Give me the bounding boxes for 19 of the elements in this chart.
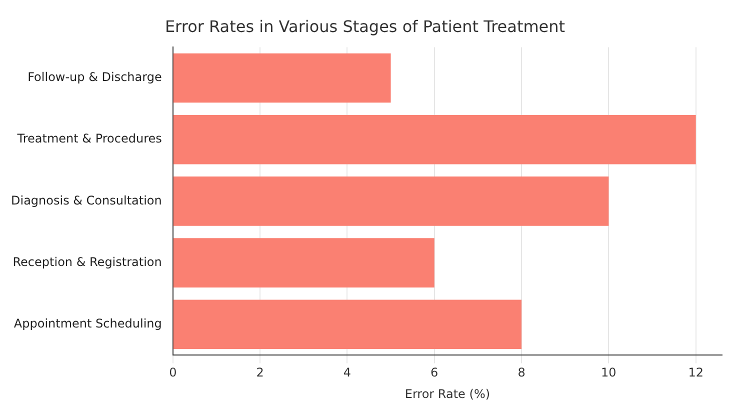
x-tick-label: 4 <box>343 366 352 380</box>
y-tick-label: Reception & Registration <box>12 254 162 269</box>
y-tick-label: Diagnosis & Consultation <box>10 193 162 208</box>
chart-title: Error Rates in Various Stages of Patient Treatment <box>164 16 566 36</box>
bar <box>173 53 391 103</box>
x-tick-label: 10 <box>601 366 616 380</box>
x-tick-label: 8 <box>518 366 526 380</box>
bar <box>173 114 696 164</box>
x-tick-label: 2 <box>256 366 264 380</box>
x-tick-label: 6 <box>430 366 438 380</box>
y-tick-label: Treatment & Procedures <box>16 132 162 146</box>
y-tick-label: Appointment Scheduling <box>14 316 162 331</box>
bar <box>173 300 522 350</box>
x-axis-title: Error Rate (%) <box>404 386 490 401</box>
bar <box>173 176 609 226</box>
x-tick-label: 12 <box>688 366 704 380</box>
y-tick-label: Follow-up & Discharge <box>28 70 162 84</box>
x-tick-label: 0 <box>169 366 177 380</box>
bar <box>173 238 434 288</box>
